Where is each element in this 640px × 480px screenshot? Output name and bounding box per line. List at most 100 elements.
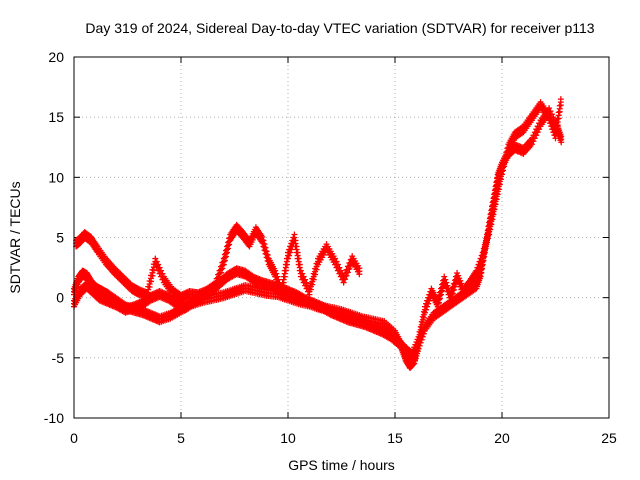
data-point <box>555 115 562 122</box>
data-point <box>476 264 483 271</box>
data-point <box>554 121 561 128</box>
data-point <box>474 270 481 277</box>
data-point <box>488 221 495 228</box>
data-point <box>346 265 353 272</box>
y-tick-label: 15 <box>48 109 64 125</box>
y-tick-label: 10 <box>48 169 64 185</box>
y-tick-label: 0 <box>56 290 64 306</box>
data-point <box>226 241 233 248</box>
data-point <box>423 306 430 313</box>
data-point <box>492 201 499 208</box>
data-point <box>499 171 505 178</box>
data-point <box>490 211 497 218</box>
data-point <box>285 255 291 262</box>
data-point <box>421 309 428 316</box>
data-point <box>503 155 510 162</box>
y-axis-label: SDTVAR / TECUs <box>7 181 23 293</box>
data-point <box>224 249 231 256</box>
data-point <box>473 273 480 280</box>
y-tick-label: -10 <box>44 410 64 426</box>
data-point <box>420 314 427 321</box>
x-tick-label: 20 <box>494 430 510 446</box>
data-point <box>553 128 560 135</box>
data-point <box>502 159 509 166</box>
y-tick-label: -5 <box>52 350 65 366</box>
data-point <box>558 139 565 146</box>
plot-frame <box>73 56 610 419</box>
data-point <box>531 135 538 142</box>
data-point <box>426 297 433 304</box>
data-point <box>482 243 489 250</box>
data-point <box>307 286 314 293</box>
data-point <box>497 176 504 183</box>
data-point <box>309 281 316 288</box>
data-point <box>439 287 446 294</box>
data-points <box>71 96 565 372</box>
data-point <box>283 261 290 268</box>
data-point <box>552 135 559 142</box>
data-point <box>536 126 543 133</box>
data-point <box>501 163 508 170</box>
data-point <box>494 191 501 198</box>
x-tick-label: 10 <box>280 430 296 446</box>
data-point <box>449 290 456 297</box>
data-point <box>475 267 482 274</box>
data-point <box>528 141 535 148</box>
data-point <box>146 284 153 291</box>
data-point <box>479 255 486 262</box>
x-tick-label: 5 <box>177 430 185 446</box>
data-point <box>419 319 426 326</box>
tick-labels: 0 5 10 15 20 25 -10 -5 0 5 10 15 20 <box>44 49 617 446</box>
data-point <box>484 239 491 246</box>
data-point <box>491 206 498 213</box>
data-point <box>287 249 294 256</box>
data-point <box>451 283 458 290</box>
data-point <box>282 267 289 274</box>
data-point <box>281 273 288 280</box>
y-tick-label: 5 <box>56 230 64 246</box>
data-point <box>436 295 443 302</box>
data-point <box>534 129 541 136</box>
data-point <box>410 361 417 368</box>
data-point <box>556 108 563 115</box>
series-track-b <box>73 221 363 304</box>
data-point <box>434 303 441 310</box>
data-point <box>344 269 351 276</box>
data-point <box>493 196 500 203</box>
data-point <box>219 265 226 272</box>
data-point <box>438 291 445 298</box>
data-point <box>486 231 493 238</box>
chart-title: Day 319 of 2024, Sidereal Day-to-day VTE… <box>85 20 594 36</box>
data-point <box>450 286 457 293</box>
data-point <box>217 269 224 276</box>
x-tick-label: 15 <box>387 430 403 446</box>
data-point <box>447 297 454 304</box>
data-point <box>418 324 425 331</box>
data-point <box>340 279 347 286</box>
data-point <box>448 294 455 301</box>
data-point <box>310 276 317 283</box>
data-point <box>485 235 492 242</box>
data-point <box>495 186 502 193</box>
x-axis-label: GPS time / hours <box>288 457 395 473</box>
data-point <box>424 303 431 310</box>
data-point <box>286 252 293 259</box>
data-point <box>343 272 350 279</box>
data-point <box>489 216 496 223</box>
y-tick-label: 20 <box>48 49 64 65</box>
data-point <box>557 102 564 109</box>
data-point <box>342 276 349 283</box>
data-point <box>533 132 540 139</box>
data-point <box>416 334 423 341</box>
data-point <box>420 330 427 337</box>
data-point <box>530 138 537 145</box>
data-point <box>481 247 488 254</box>
data-point <box>149 272 156 279</box>
data-point <box>496 181 503 188</box>
data-point <box>417 329 424 336</box>
data-point <box>478 258 485 265</box>
data-point <box>435 299 442 306</box>
data-point <box>220 261 227 268</box>
data-point <box>222 253 229 260</box>
